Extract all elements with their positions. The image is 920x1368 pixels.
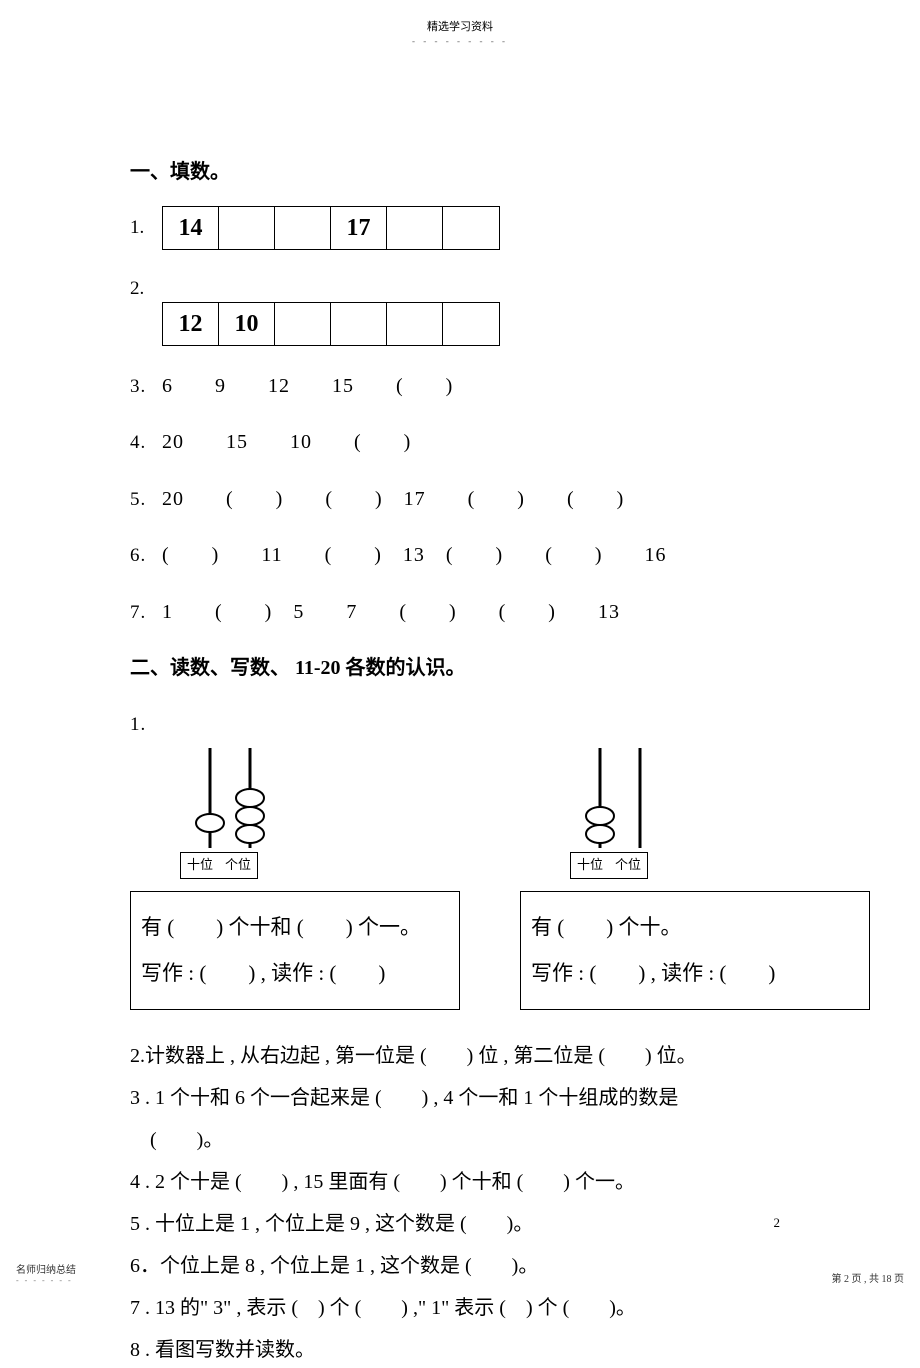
s2-q2: 2.计数器上 , 从右边起 , 第一位是 ( ) 位 , 第二位是 ( ) 位。 bbox=[130, 1038, 790, 1074]
box-line2: 写作 : ( ) , 读作 : ( ) bbox=[531, 950, 859, 996]
q5-label: 5. bbox=[130, 485, 162, 515]
s2-q4: 4 . 2 个十是 ( ) , 15 里面有 ( ) 个十和 ( ) 个一。 bbox=[130, 1164, 790, 1200]
q7-text: 1 ( ) 5 7 ( ) ( ) 13 bbox=[162, 601, 620, 623]
box-line2: 写作 : ( ) , 读作 : ( ) bbox=[141, 950, 449, 996]
s2-q5: 5 . 十位上是 1 , 个位上是 9 , 这个数是 ( )。 bbox=[130, 1206, 790, 1242]
q3-text: 6 9 12 15 ( ) bbox=[162, 375, 453, 397]
tens-label: 十位 bbox=[187, 855, 213, 876]
abacus-right bbox=[570, 748, 670, 848]
q1-cell bbox=[387, 207, 443, 249]
q2-cell bbox=[275, 303, 331, 345]
s2-q7: 7 . 13 的" 3" , 表示 ( ) 个 ( ) ," 1" 表示 ( )… bbox=[130, 1290, 790, 1326]
abacus-right-labels: 十位 个位 bbox=[570, 852, 648, 879]
section2-title: 二、读数、写数、 11-20 各数的认识。 bbox=[130, 652, 790, 684]
box-line1: 有 ( ) 个十和 ( ) 个一。 bbox=[141, 904, 449, 950]
q6-label: 6. bbox=[130, 541, 162, 571]
q7-label: 7. bbox=[130, 598, 162, 628]
q4-text: 20 15 10 ( ) bbox=[162, 431, 411, 453]
section1-title: 一、填数。 bbox=[130, 156, 790, 188]
q1-cell bbox=[275, 207, 331, 249]
ones-label: 个位 bbox=[615, 855, 641, 876]
q2-grid: 12 10 bbox=[162, 302, 500, 346]
q1-cell bbox=[219, 207, 275, 249]
abacus-left-labels: 十位 个位 bbox=[180, 852, 258, 879]
ones-label: 个位 bbox=[225, 855, 251, 876]
q1-cell bbox=[443, 207, 499, 249]
s2-q8: 8 . 看图写数并读数。 bbox=[130, 1332, 790, 1368]
tens-label: 十位 bbox=[577, 855, 603, 876]
q6-text: ( ) 11 ( ) 13 ( ) ( ) 16 bbox=[162, 544, 667, 566]
box-line1: 有 ( ) 个十。 bbox=[531, 904, 859, 950]
s2-q3: 3 . 1 个十和 6 个一合起来是 ( ) , 4 个一和 1 个十组成的数是 bbox=[130, 1080, 790, 1116]
abacus-left-box: 有 ( ) 个十和 ( ) 个一。 写作 : ( ) , 读作 : ( ) bbox=[130, 891, 460, 1009]
q2-cell bbox=[387, 303, 443, 345]
page-number-small: 2 bbox=[774, 1215, 781, 1231]
s2-q6: 6．个位上是 8 , 个位上是 1 , 这个数是 ( )。 bbox=[130, 1248, 790, 1284]
q4-label: 4. bbox=[130, 428, 162, 458]
footer-right: 第 2 页 , 共 18 页 bbox=[832, 1270, 905, 1285]
q1-cell: 17 bbox=[331, 207, 387, 249]
footer-left: 名师归纳总结 bbox=[16, 1261, 76, 1276]
abacus-left bbox=[180, 748, 280, 848]
abacus-right-box: 有 ( ) 个十。 写作 : ( ) , 读作 : ( ) bbox=[520, 891, 870, 1009]
q1-cell: 14 bbox=[163, 207, 219, 249]
q5-text: 20 ( ) ( ) 17 ( ) ( ) bbox=[162, 488, 624, 510]
q2-label: 2. bbox=[130, 274, 162, 304]
q1-grid: 14 17 bbox=[162, 206, 500, 250]
header-subtitle: - - - - - - - - - bbox=[0, 36, 920, 46]
q2-cell: 10 bbox=[219, 303, 275, 345]
q1-label: 1. bbox=[130, 213, 162, 243]
q2-cell bbox=[331, 303, 387, 345]
footer-left-sub: - - - - - - - bbox=[16, 1276, 76, 1285]
header-title: 精选学习资料 bbox=[0, 18, 920, 34]
q3-label: 3. bbox=[130, 372, 162, 402]
q2-cell: 12 bbox=[163, 303, 219, 345]
s2-q3b: ( )。 bbox=[130, 1122, 790, 1158]
s2-q1-label: 1. bbox=[130, 710, 162, 740]
q2-cell bbox=[443, 303, 499, 345]
